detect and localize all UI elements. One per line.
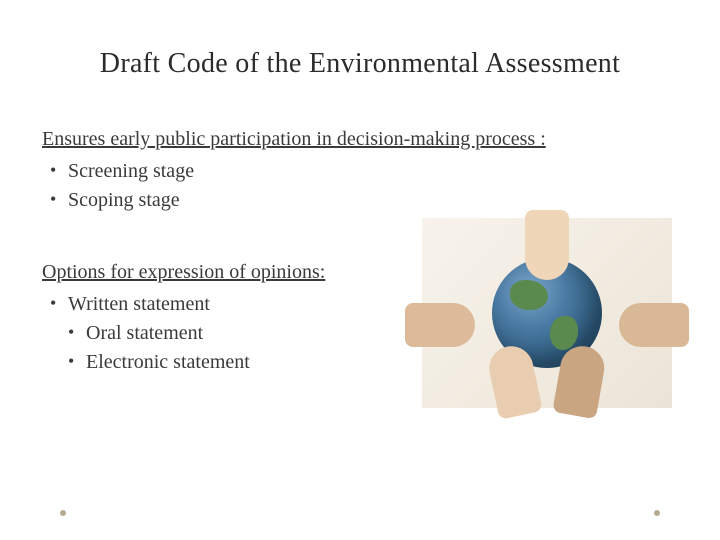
list-item: Screening stage: [42, 157, 678, 186]
section1-heading: Ensures early public participation in de…: [42, 128, 678, 151]
hand-icon: [525, 210, 569, 280]
slide-title: Draft Code of the Environmental Assessme…: [42, 48, 678, 80]
footer-dots: [0, 510, 720, 516]
section1-list: Screening stage Scoping stage: [42, 157, 678, 215]
hands-globe-image: [422, 218, 672, 408]
dot-icon: [60, 510, 66, 516]
section-participation: Ensures early public participation in de…: [42, 128, 678, 215]
hand-icon: [405, 303, 475, 347]
dot-icon: [654, 510, 660, 516]
list-item: Scoping stage: [42, 186, 678, 215]
hand-icon: [619, 303, 689, 347]
slide-container: Draft Code of the Environmental Assessme…: [0, 0, 720, 540]
